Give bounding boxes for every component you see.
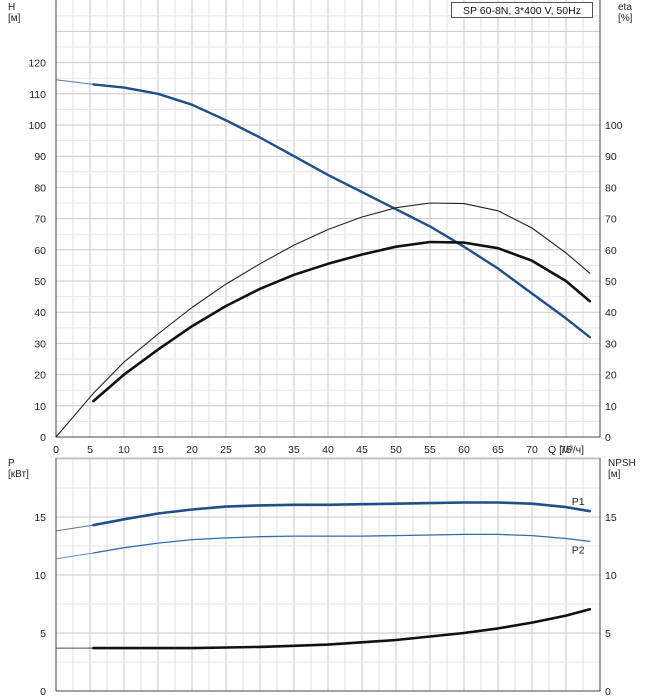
y-right-tick-label: 70 bbox=[605, 214, 617, 226]
series-label-P2: P2 bbox=[572, 544, 585, 556]
y-left-tick-label: 30 bbox=[34, 338, 46, 350]
series-P2 bbox=[92, 533, 591, 554]
x-tick-label: 50 bbox=[390, 444, 402, 456]
y-right-tick-label: 50 bbox=[605, 276, 617, 288]
x-tick-label: 10 bbox=[118, 444, 130, 456]
x-tick-label: 55 bbox=[424, 444, 436, 456]
bottom-chart-frame bbox=[55, 457, 601, 692]
y-right-tick-label: 10 bbox=[605, 401, 617, 413]
x-tick-label: 70 bbox=[526, 444, 538, 456]
x-tick-label: 30 bbox=[254, 444, 266, 456]
series-label-P1: P1 bbox=[572, 496, 585, 508]
series-P1 bbox=[92, 501, 592, 527]
x-tick-label: 35 bbox=[288, 444, 300, 456]
axis-ticks: 0 5 10 15 20 25 30 35 40 45 50 55 60 65 70 75Q [м³/ч]01… bbox=[28, 58, 622, 698]
series-H-extension bbox=[55, 79, 94, 85]
chart-title: SP 60-8N, 3*400 V, 50Hz bbox=[451, 2, 593, 18]
x-tick-label: 45 bbox=[356, 444, 368, 456]
top-chart-grid bbox=[56, 0, 600, 437]
x-tick-label: 40 bbox=[322, 444, 334, 456]
y-left-tick-label: 60 bbox=[34, 245, 46, 257]
y-right-tick-label: 0 bbox=[605, 432, 611, 444]
series-NPSH bbox=[92, 607, 592, 650]
x-tick-label: 15 bbox=[152, 444, 164, 456]
y-left-tick-label: 20 bbox=[34, 370, 46, 382]
x-tick-label: 5 bbox=[87, 444, 93, 456]
x-tick-label: 25 bbox=[220, 444, 232, 456]
npsh-tick-label: 5 bbox=[605, 628, 611, 640]
head-axis-title: H [м] bbox=[8, 2, 21, 24]
top-chart-frame bbox=[55, 0, 601, 438]
y-left-tick-label: 90 bbox=[34, 151, 46, 163]
series-P1-extension bbox=[55, 524, 94, 532]
x-tick-label: 65 bbox=[492, 444, 504, 456]
p-tick-label: 5 bbox=[40, 628, 46, 640]
npsh-tick-label: 15 bbox=[605, 512, 617, 524]
x-tick-label: 60 bbox=[458, 444, 470, 456]
y-left-tick-label: 10 bbox=[34, 401, 46, 413]
y-left-tick-label: 80 bbox=[34, 182, 46, 194]
y-left-tick-label: 120 bbox=[28, 58, 46, 70]
y-left-tick-label: 70 bbox=[34, 214, 46, 226]
npsh-tick-label: 10 bbox=[605, 570, 617, 582]
y-right-tick-label: 80 bbox=[605, 182, 617, 194]
series-eta_thin bbox=[55, 202, 591, 438]
p-tick-label: 15 bbox=[34, 512, 46, 524]
axis-titles: H [м] eta [%] P [кВт] NPSH [м] bbox=[8, 2, 636, 480]
x-tick-label: 75 bbox=[560, 444, 572, 456]
series-P2-extension bbox=[55, 552, 94, 560]
y-right-tick-label: 40 bbox=[605, 307, 617, 319]
bottom-chart-series: P1 P2 bbox=[55, 496, 592, 650]
power-axis-title: P [кВт] bbox=[8, 458, 29, 480]
y-right-tick-label: 100 bbox=[605, 120, 623, 132]
npsh-axis-title: NPSH [м] bbox=[608, 458, 636, 480]
y-right-tick-label: 60 bbox=[605, 245, 617, 257]
eta-axis-title: eta [%] bbox=[618, 2, 633, 24]
x-tick-label: 20 bbox=[186, 444, 198, 456]
series-H bbox=[92, 83, 591, 339]
y-left-tick-label: 40 bbox=[34, 307, 46, 319]
p-tick-label: 10 bbox=[34, 570, 46, 582]
y-right-tick-label: 90 bbox=[605, 151, 617, 163]
bottom-chart-grid bbox=[56, 458, 600, 691]
series-eta_thick bbox=[92, 240, 592, 403]
y-right-tick-label: 30 bbox=[605, 338, 617, 350]
y-left-tick-label: 100 bbox=[28, 120, 46, 132]
x-tick-label: 0 bbox=[53, 444, 59, 456]
y-left-tick-label: 50 bbox=[34, 276, 46, 288]
x-axis-label: Q [м³/ч] bbox=[548, 444, 584, 456]
y-left-tick-label: 0 bbox=[40, 432, 46, 444]
top-chart-series bbox=[55, 79, 592, 438]
y-right-tick-label: 20 bbox=[605, 370, 617, 382]
npsh-tick-label: 0 bbox=[605, 686, 611, 698]
p-tick-label: 0 bbox=[40, 686, 46, 698]
y-left-tick-label: 110 bbox=[29, 89, 46, 101]
